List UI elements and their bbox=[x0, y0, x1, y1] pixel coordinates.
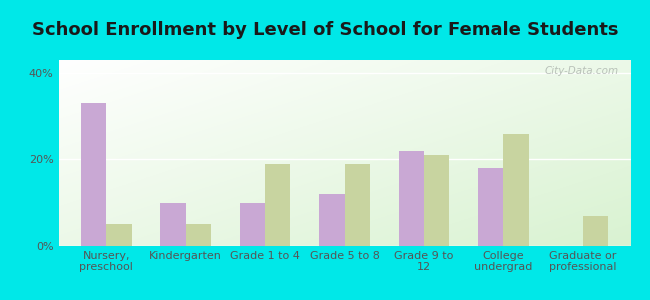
Bar bbox=[160, 203, 186, 246]
Bar bbox=[503, 134, 529, 246]
Bar bbox=[240, 203, 265, 246]
Bar bbox=[344, 164, 370, 246]
Bar bbox=[583, 216, 608, 246]
Text: City-Data.com: City-Data.com bbox=[545, 66, 619, 76]
Bar bbox=[424, 155, 449, 246]
Bar bbox=[319, 194, 344, 246]
Bar bbox=[81, 103, 106, 246]
Bar bbox=[478, 168, 503, 246]
Bar bbox=[398, 151, 424, 246]
Bar bbox=[186, 224, 211, 246]
Bar bbox=[106, 224, 131, 246]
Bar bbox=[265, 164, 291, 246]
Text: School Enrollment by Level of School for Female Students: School Enrollment by Level of School for… bbox=[32, 21, 618, 39]
